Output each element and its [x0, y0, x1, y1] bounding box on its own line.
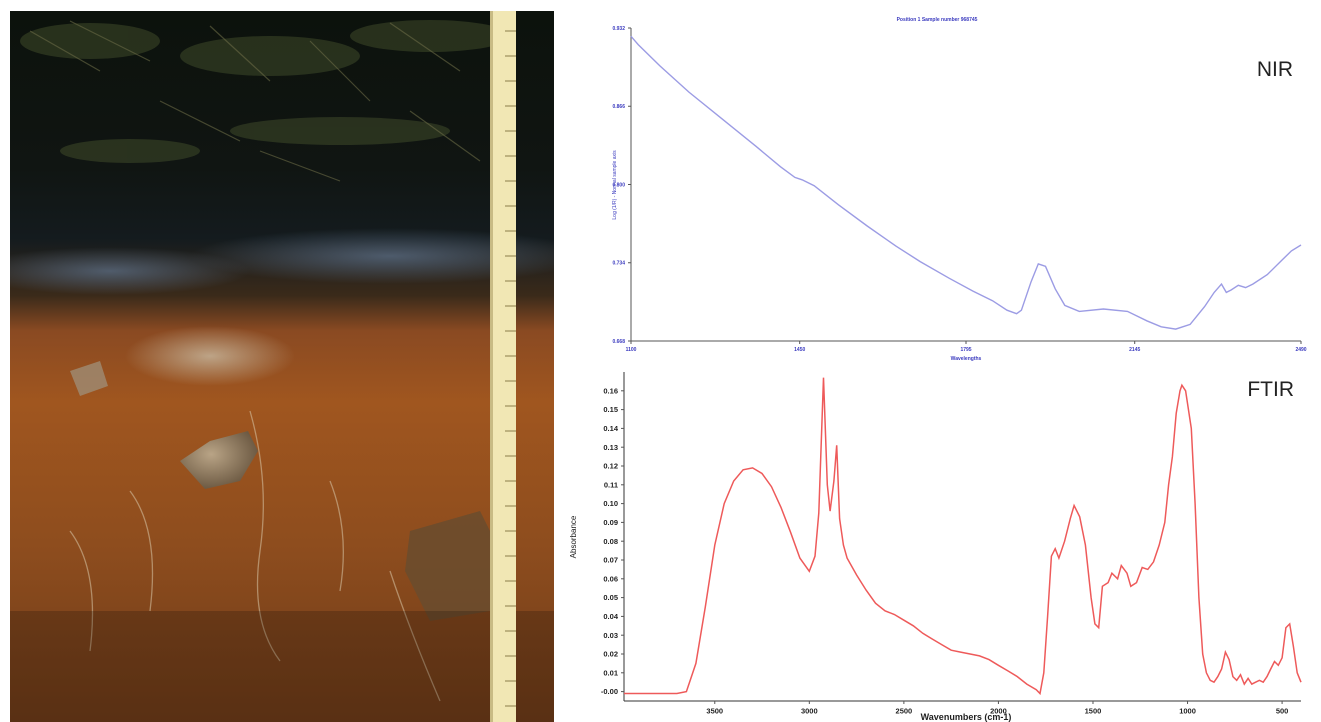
ftir-y-tick-label: 0.06	[603, 574, 618, 583]
soil-profile-photo	[10, 11, 554, 722]
nir-chart-title: Position 1 Sample number 968745	[897, 17, 978, 23]
ftir-x-tick-label: 1500	[1085, 707, 1102, 716]
ftir-y-tick-label: 0.08	[603, 537, 618, 546]
nir-x-tick-label: 2145	[1129, 347, 1140, 353]
ftir-y-tick-label: 0.11	[604, 480, 618, 489]
ftir-chart: -0.00 0.01 0.02 0.03 0.04 0.05 0.06 0.07 0.08 0.0…	[569, 372, 1302, 722]
nir-y-tick-label: 0.932	[612, 26, 625, 32]
ftir-y-tick-label: 0.03	[603, 631, 618, 640]
ftir-x-tick-label: 500	[1276, 707, 1289, 716]
ftir-y-tick-label: 0.05	[603, 593, 618, 602]
ftir-y-tick-label: 0.09	[603, 518, 618, 527]
nir-x-tick-label: 1795	[960, 347, 971, 353]
ftir-x-tick-label: 2000	[990, 707, 1007, 716]
ftir-series-line	[624, 377, 1302, 696]
ftir-y-tick-label: 0.07	[603, 556, 618, 565]
nir-x-axis-label: Wavelengths	[951, 356, 982, 362]
nir-x-tick-label: 1100	[626, 347, 637, 353]
ftir-y-tick-label: 0.01	[603, 668, 618, 677]
ftir-corner-label: FTIR	[1247, 378, 1294, 401]
nir-y-tick-label: 0.668	[612, 339, 625, 345]
ftir-y-tick-label: 0.12	[603, 462, 618, 471]
ftir-y-tick-label: 0.13	[603, 443, 618, 452]
ftir-y-tick-label: -0.00	[601, 687, 618, 696]
ftir-y-tick-label: 0.10	[603, 499, 618, 508]
ftir-x-tick-label: 2500	[896, 707, 913, 716]
ftir-x-tick-label: 3000	[801, 707, 818, 716]
ftir-y-axis-label: Absorbance	[569, 515, 578, 558]
nir-y-tick-label: 0.866	[612, 104, 625, 110]
ftir-y-tick-label: 0.16	[603, 386, 618, 395]
ftir-x-axis-label: Wavenumbers (cm-1)	[921, 712, 1012, 722]
spectra-panel: Position 1 Sample number 968745 0.668 0.7…	[556, 0, 1321, 722]
ftir-x-tick-label: 3500	[706, 707, 723, 716]
nir-corner-label: NIR	[1257, 58, 1293, 81]
nir-chart: Position 1 Sample number 968745 0.668 0.7…	[612, 17, 1307, 362]
nir-series-line	[630, 35, 1302, 330]
nir-x-tick-label: 1450	[794, 347, 805, 353]
ftir-y-tick-label: 0.14	[603, 424, 618, 433]
nir-y-tick-label: 0.800	[612, 182, 625, 188]
nir-x-tick-label: 2490	[1295, 347, 1306, 353]
nir-y-tick-label: 0.734	[612, 261, 625, 267]
ftir-x-tick-label: 1000	[1179, 707, 1196, 716]
nir-y-axis-label: Log (1/R) - Normal sample axis	[612, 150, 618, 220]
ftir-y-tick-label: 0.04	[603, 612, 618, 621]
ftir-y-tick-label: 0.15	[603, 405, 618, 414]
ftir-y-tick-label: 0.02	[603, 650, 618, 659]
